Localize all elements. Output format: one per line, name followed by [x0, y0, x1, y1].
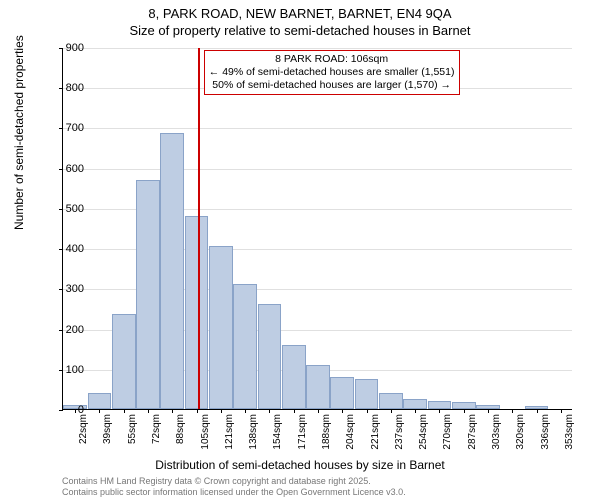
ytick-label: 300	[44, 283, 84, 295]
xtick-label: 287sqm	[467, 414, 478, 450]
ytick-label: 500	[44, 203, 84, 215]
xtick-mark	[367, 409, 368, 413]
xtick-mark	[512, 409, 513, 413]
xtick-label: 121sqm	[224, 414, 235, 450]
xtick-mark	[294, 409, 295, 413]
histogram-bar	[233, 284, 257, 409]
ytick-label: 100	[44, 364, 84, 376]
xtick-label: 22sqm	[78, 414, 89, 444]
gridline	[63, 169, 572, 171]
histogram-bar	[282, 345, 306, 409]
histogram-bar	[452, 402, 476, 409]
title-line-2: Size of property relative to semi-detach…	[0, 23, 600, 40]
chart-area: 22sqm39sqm55sqm72sqm88sqm105sqm121sqm138…	[62, 48, 572, 410]
chart-title: 8, PARK ROAD, NEW BARNET, BARNET, EN4 9Q…	[0, 0, 600, 40]
annotation-box: 8 PARK ROAD: 106sqm← 49% of semi-detache…	[204, 50, 460, 95]
xtick-mark	[561, 409, 562, 413]
xtick-mark	[415, 409, 416, 413]
xtick-label: 336sqm	[540, 414, 551, 450]
ytick-label: 800	[44, 82, 84, 94]
xtick-label: 72sqm	[151, 414, 162, 444]
xtick-mark	[537, 409, 538, 413]
ytick-label: 0	[44, 404, 84, 416]
xtick-mark	[391, 409, 392, 413]
xtick-label: 154sqm	[272, 414, 283, 450]
histogram-bar	[403, 399, 427, 409]
xtick-label: 39sqm	[102, 414, 113, 444]
xtick-label: 55sqm	[127, 414, 138, 444]
xtick-label: 353sqm	[564, 414, 575, 450]
xtick-mark	[245, 409, 246, 413]
annotation-line-3: 50% of semi-detached houses are larger (…	[209, 79, 455, 92]
xtick-label: 204sqm	[345, 414, 356, 450]
footnote-line-1: Contains HM Land Registry data © Crown c…	[62, 476, 406, 487]
ytick-label: 200	[44, 324, 84, 336]
xtick-label: 254sqm	[418, 414, 429, 450]
histogram-bar	[379, 393, 403, 409]
xtick-label: 138sqm	[248, 414, 259, 450]
histogram-bar	[185, 216, 209, 409]
y-axis-label: Number of semi-detached properties	[12, 35, 26, 230]
xtick-label: 88sqm	[175, 414, 186, 444]
xtick-mark	[342, 409, 343, 413]
ytick-label: 700	[44, 122, 84, 134]
xtick-mark	[221, 409, 222, 413]
xtick-mark	[269, 409, 270, 413]
plot-area: 22sqm39sqm55sqm72sqm88sqm105sqm121sqm138…	[62, 48, 572, 410]
xtick-label: 188sqm	[321, 414, 332, 450]
x-axis-label: Distribution of semi-detached houses by …	[0, 458, 600, 472]
gridline	[63, 128, 572, 130]
xtick-mark	[148, 409, 149, 413]
xtick-label: 171sqm	[297, 414, 308, 450]
annotation-line-1: 8 PARK ROAD: 106sqm	[209, 53, 455, 66]
annotation-line-2: ← 49% of semi-detached houses are smalle…	[209, 66, 455, 79]
ytick-label: 900	[44, 42, 84, 54]
ytick-label: 600	[44, 163, 84, 175]
histogram-bar	[306, 365, 330, 409]
xtick-label: 303sqm	[491, 414, 502, 450]
xtick-mark	[488, 409, 489, 413]
xtick-label: 320sqm	[515, 414, 526, 450]
histogram-bar	[428, 401, 452, 409]
property-marker-line	[198, 48, 200, 409]
histogram-bar	[160, 133, 184, 409]
xtick-label: 237sqm	[394, 414, 405, 450]
histogram-bar	[88, 393, 112, 409]
footnote: Contains HM Land Registry data © Crown c…	[62, 476, 406, 498]
xtick-label: 105sqm	[200, 414, 211, 450]
histogram-bar	[258, 304, 282, 409]
xtick-mark	[318, 409, 319, 413]
xtick-mark	[439, 409, 440, 413]
xtick-label: 221sqm	[370, 414, 381, 450]
xtick-mark	[464, 409, 465, 413]
xtick-mark	[197, 409, 198, 413]
xtick-label: 270sqm	[442, 414, 453, 450]
ytick-label: 400	[44, 243, 84, 255]
title-line-1: 8, PARK ROAD, NEW BARNET, BARNET, EN4 9Q…	[0, 6, 600, 23]
xtick-mark	[99, 409, 100, 413]
histogram-bar	[209, 246, 233, 409]
xtick-mark	[172, 409, 173, 413]
xtick-mark	[124, 409, 125, 413]
footnote-line-2: Contains public sector information licen…	[62, 487, 406, 498]
histogram-bar	[112, 314, 136, 409]
histogram-bar	[355, 379, 379, 409]
histogram-bar	[330, 377, 354, 409]
histogram-bar	[136, 180, 160, 409]
